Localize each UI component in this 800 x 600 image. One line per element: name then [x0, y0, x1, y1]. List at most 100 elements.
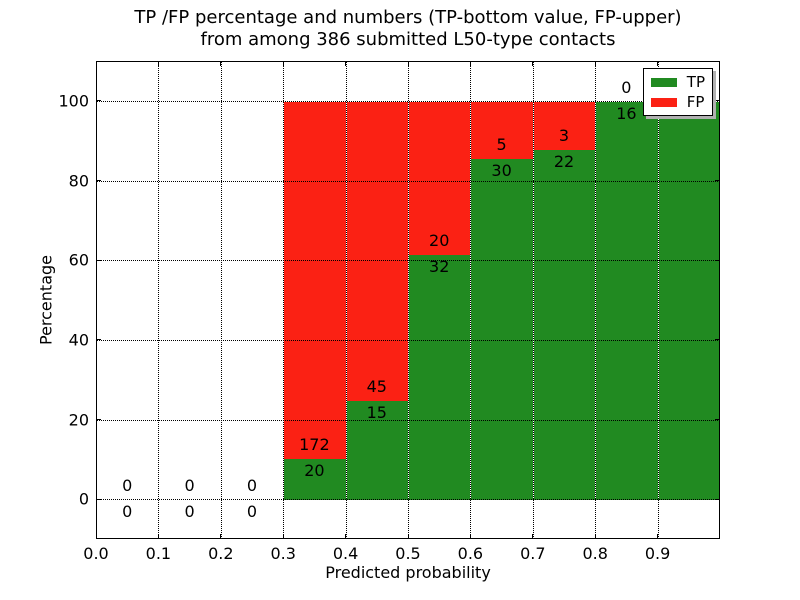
legend: TP FP [642, 68, 713, 116]
y-tick-mark [715, 180, 720, 181]
y-tick-label: 20 [68, 410, 89, 429]
fp-bar-segment [283, 100, 346, 459]
tp-count-label: 16 [616, 103, 637, 123]
x-tick-mark [594, 534, 596, 539]
fp-count-label: 0 [184, 476, 195, 496]
x-tick-label: 0.1 [145, 544, 172, 563]
tp-bar-segment [470, 157, 533, 501]
fp-count-label: 45 [366, 376, 387, 396]
x-tick-label: 0.2 [208, 544, 234, 563]
v-gridline [657, 61, 659, 539]
x-tick-label: 0.0 [83, 544, 109, 563]
y-tick-label: 100 [58, 91, 89, 111]
fp-count-label: 20 [429, 231, 450, 251]
x-tick-mark [282, 61, 284, 66]
v-gridline [532, 61, 534, 539]
fp-count-label: 5 [496, 134, 507, 154]
y-tick-mark [715, 419, 720, 420]
fp-bar-segment [345, 100, 408, 401]
y-tick-mark [96, 339, 101, 341]
v-gridline [345, 61, 347, 539]
x-tick-mark [407, 61, 409, 66]
tp-bar-segment [657, 100, 720, 501]
fp-count-label: 3 [558, 125, 570, 145]
y-tick-label: 40 [68, 330, 89, 350]
x-tick-label: 0.3 [270, 544, 296, 563]
fp-count-label: 0 [621, 77, 632, 97]
y-tick-mark [96, 419, 101, 420]
fp-count-label: 172 [299, 434, 330, 454]
v-gridline [283, 61, 285, 539]
x-tick-mark [657, 61, 659, 66]
y-tick-mark [96, 498, 101, 500]
y-axis-title: Percentage [36, 254, 56, 346]
fp-count-label: 0 [122, 476, 133, 496]
tp-bar-segment [408, 254, 471, 501]
x-tick-mark [157, 534, 159, 539]
fp-bar-segment [470, 100, 533, 159]
x-tick-mark [469, 534, 471, 539]
tp-count-label: 22 [553, 151, 575, 171]
chart-title: TP /FP percentage and numbers (TP-bottom… [96, 7, 720, 51]
x-tick-mark [220, 61, 222, 66]
x-tick-mark [532, 534, 534, 539]
x-tick-mark [282, 534, 284, 539]
x-tick-label: 0.4 [332, 544, 359, 563]
plot-area: 0 20 40 60 80 100 0.0 0.1 0.2 0.3 0.4 0.5 0.6 0.7 0.8 0… [58, 61, 720, 563]
x-tick-label: 0.9 [644, 544, 671, 563]
fp-bar-segment [408, 100, 471, 256]
x-tick-mark [157, 61, 159, 66]
v-gridline [408, 61, 409, 539]
x-tick-mark [345, 61, 347, 66]
x-tick-label: 0.7 [520, 544, 546, 563]
x-tick-label: 0.6 [457, 544, 484, 563]
x-tick-mark [657, 534, 659, 539]
legend-fp-swatch-icon [650, 97, 677, 107]
tp-bar-segment [532, 148, 596, 501]
x-tick-mark [95, 534, 97, 539]
x-tick-mark [407, 534, 409, 539]
tp-bar-segment [345, 399, 408, 501]
fp-count-label: 0 [246, 476, 258, 496]
tp-count-label: 32 [429, 257, 450, 277]
x-tick-mark [532, 61, 534, 66]
v-gridline [470, 61, 472, 539]
x-tick-label: 0.8 [582, 544, 608, 563]
x-tick-mark [345, 534, 347, 539]
x-tick-mark [469, 61, 471, 66]
x-tick-mark [594, 61, 596, 66]
chart-title-line1: TP /FP percentage and numbers (TP-bottom… [134, 7, 682, 28]
legend-tp-label: TP [686, 73, 705, 91]
y-tick-label: 80 [68, 171, 89, 190]
tp-count-label: 0 [122, 502, 133, 522]
chart-title-line2: from among 386 submitted L50-type contac… [200, 29, 616, 50]
tp-count-label: 0 [246, 502, 258, 522]
v-gridline [158, 61, 160, 539]
v-gridline [595, 61, 597, 539]
legend-fp-label: FP [686, 93, 705, 111]
legend-entry-tp: TP [650, 73, 705, 91]
y-tick-mark [96, 100, 101, 102]
fp-bar-segment [532, 100, 596, 150]
tp-count-label: 20 [304, 460, 325, 480]
y-tick-mark [715, 100, 720, 102]
x-axis-title: Predicted probability [325, 563, 491, 582]
legend-entry-fp: FP [650, 93, 705, 111]
v-gridline [220, 61, 222, 539]
tp-bar-segment [595, 100, 658, 501]
y-tick-mark [715, 259, 720, 261]
tp-count-label: 0 [184, 502, 195, 522]
tp-count-label: 30 [491, 160, 512, 180]
y-tick-mark [715, 339, 720, 341]
y-tick-mark [715, 498, 720, 500]
y-tick-mark [96, 180, 101, 181]
legend-tp-swatch-icon [650, 77, 677, 87]
tp-count-label: 15 [366, 402, 387, 422]
x-tick-mark [95, 61, 97, 66]
y-tick-mark [96, 259, 101, 261]
y-tick-label: 60 [68, 250, 89, 270]
x-tick-mark [220, 534, 222, 539]
y-tick-label: 0 [78, 489, 89, 509]
x-tick-label: 0.5 [395, 544, 421, 563]
